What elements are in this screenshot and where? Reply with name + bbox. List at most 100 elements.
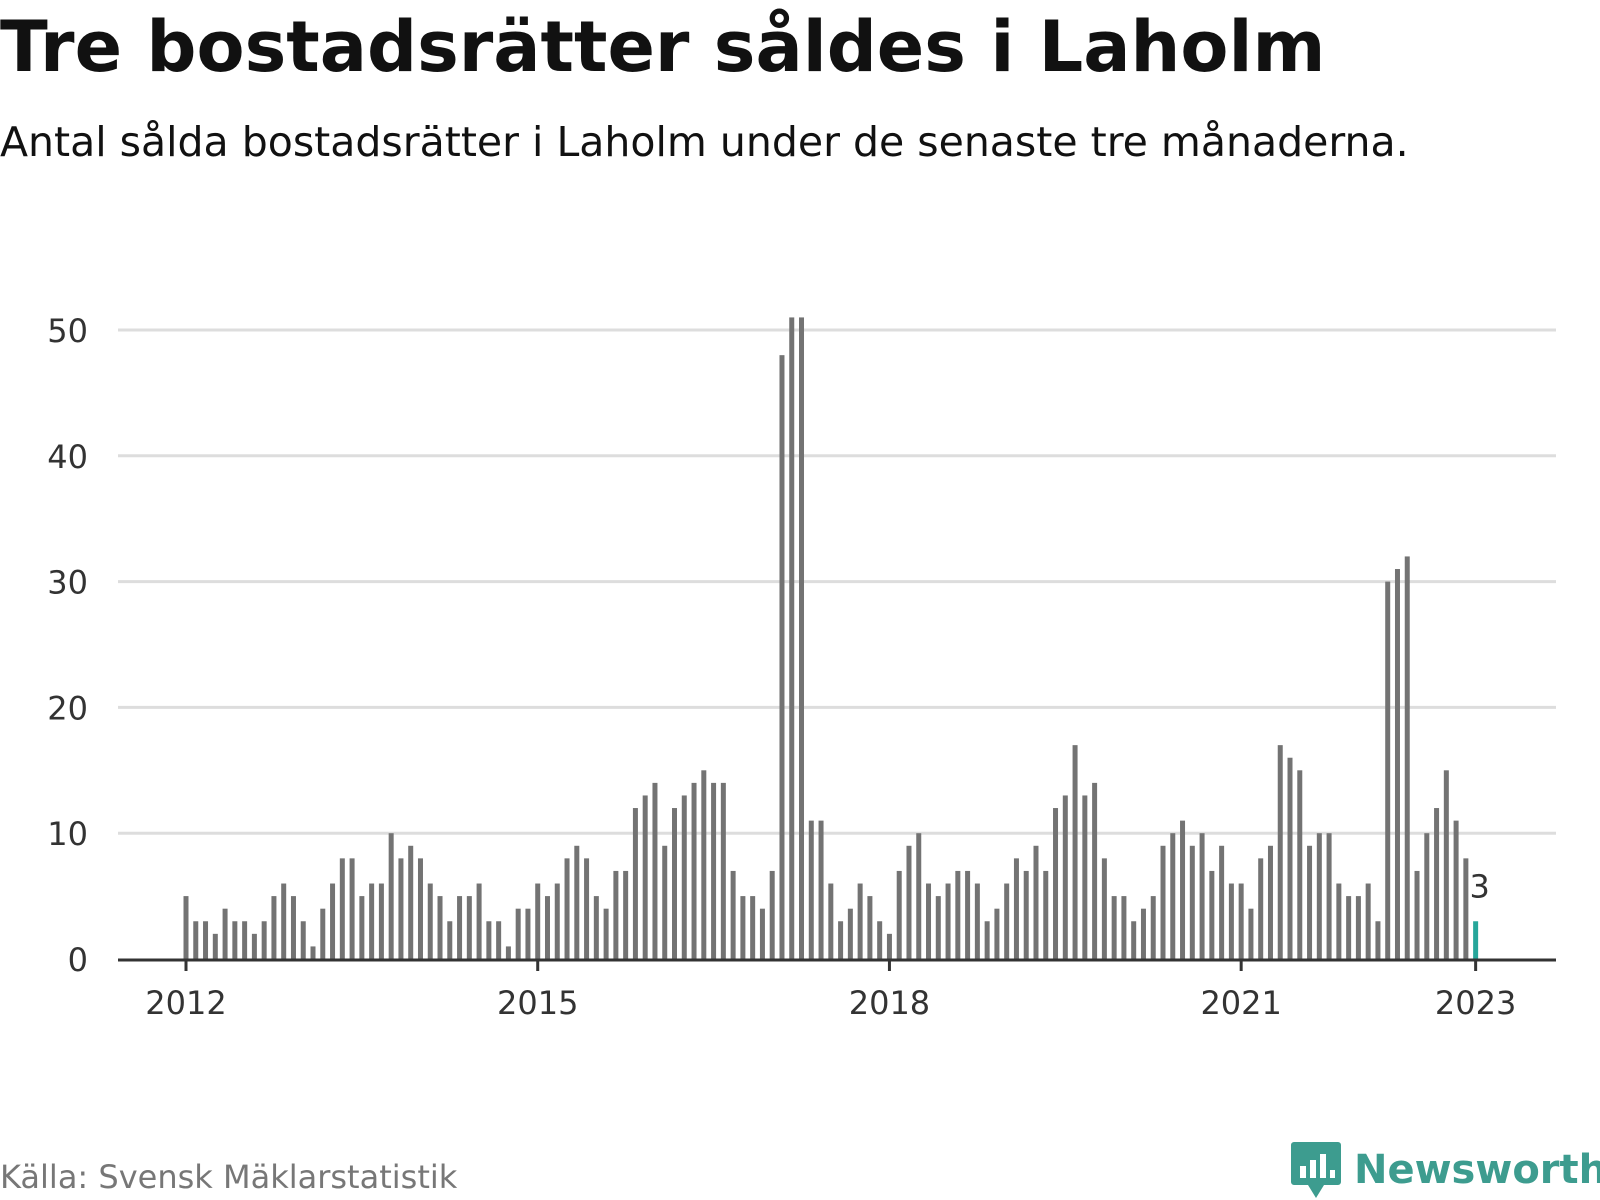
bar — [652, 782, 658, 959]
bar — [701, 770, 707, 959]
bar — [1297, 770, 1303, 959]
y-tick-label: 20 — [47, 689, 88, 727]
bar — [1101, 858, 1107, 959]
bar — [945, 883, 951, 959]
bar — [1140, 908, 1146, 959]
bar — [554, 883, 560, 959]
bar — [261, 921, 267, 959]
bar — [779, 355, 785, 959]
bar — [1170, 833, 1176, 959]
bar — [193, 921, 199, 959]
bar — [310, 946, 316, 959]
x-tick-label: 2015 — [497, 984, 578, 1022]
bar — [1053, 808, 1059, 959]
bar — [1033, 845, 1039, 959]
bar — [271, 896, 277, 959]
x-axis-ticks: 2012 2015 2018 2021 2023 — [145, 960, 1516, 1022]
bar — [515, 908, 521, 959]
bar — [1023, 870, 1029, 959]
bar — [222, 908, 228, 959]
bar — [212, 933, 218, 959]
bar — [681, 795, 687, 959]
bar — [203, 921, 209, 959]
bar — [974, 883, 980, 959]
bar — [935, 896, 941, 959]
bar — [1267, 845, 1273, 959]
bar — [808, 820, 814, 959]
bar — [740, 896, 746, 959]
bar — [1404, 556, 1410, 959]
bar — [965, 870, 971, 959]
bar — [183, 896, 189, 959]
bar — [906, 845, 912, 959]
bar — [799, 317, 805, 959]
bar — [613, 870, 619, 959]
bar — [603, 908, 609, 959]
bar — [359, 896, 365, 959]
bar — [330, 883, 336, 959]
bar — [1453, 820, 1459, 959]
x-tick-label: 2018 — [849, 984, 930, 1022]
y-tick-label: 10 — [47, 815, 88, 853]
bar — [593, 896, 599, 959]
bar — [378, 883, 384, 959]
bar — [1238, 883, 1244, 959]
bar — [281, 883, 287, 959]
bar — [759, 908, 765, 959]
bar — [1394, 569, 1400, 959]
bar — [1013, 858, 1019, 959]
bar — [1336, 883, 1342, 959]
bar — [339, 858, 345, 959]
chart-subtitle: Antal sålda bostadsrätter i Laholm under… — [0, 118, 1409, 166]
y-tick-label: 30 — [47, 564, 88, 602]
bar — [1082, 795, 1088, 959]
bar — [818, 820, 824, 959]
bar — [662, 845, 668, 959]
bar — [290, 896, 296, 959]
bar — [564, 858, 570, 959]
bar — [750, 896, 756, 959]
y-axis-ticks: 0 10 20 30 40 50 — [47, 312, 88, 979]
bar — [1316, 833, 1322, 959]
brand-logo: Newsworthy — [1290, 1140, 1600, 1200]
bar — [926, 883, 932, 959]
bar — [466, 896, 472, 959]
bar — [1355, 896, 1361, 959]
bar — [1463, 858, 1469, 959]
bar-chart: 0 10 20 30 40 50 2012 2015 2018 2021 2023 3 — [47, 312, 1556, 1022]
bar — [828, 883, 834, 959]
bar — [476, 883, 482, 959]
bar — [1414, 870, 1420, 959]
bar — [1121, 896, 1127, 959]
x-tick-label: 2023 — [1435, 984, 1516, 1022]
bar — [574, 845, 580, 959]
bar — [1326, 833, 1332, 959]
gridlines — [118, 328, 1556, 835]
bar — [1346, 896, 1352, 959]
bar — [1248, 908, 1254, 959]
bar — [1258, 858, 1264, 959]
bar — [896, 870, 902, 959]
y-tick-label: 40 — [47, 438, 88, 476]
bar — [857, 883, 863, 959]
bar — [916, 833, 922, 959]
bar — [369, 883, 375, 959]
bar — [437, 896, 443, 959]
bar — [632, 808, 638, 959]
bar — [398, 858, 404, 959]
bar — [955, 870, 961, 959]
bar — [1189, 845, 1195, 959]
bar — [691, 782, 697, 959]
bar — [1287, 757, 1293, 959]
bar — [486, 921, 492, 959]
bar — [789, 317, 795, 959]
bar — [711, 782, 717, 959]
bar — [1277, 745, 1283, 959]
chart-title: Tre bostadsrätter såldes i Laholm — [0, 6, 1326, 88]
bar — [417, 858, 423, 959]
bar — [1131, 921, 1137, 959]
bar — [1209, 870, 1215, 959]
bar — [1160, 845, 1166, 959]
bar — [642, 795, 648, 959]
bar — [1443, 770, 1449, 959]
